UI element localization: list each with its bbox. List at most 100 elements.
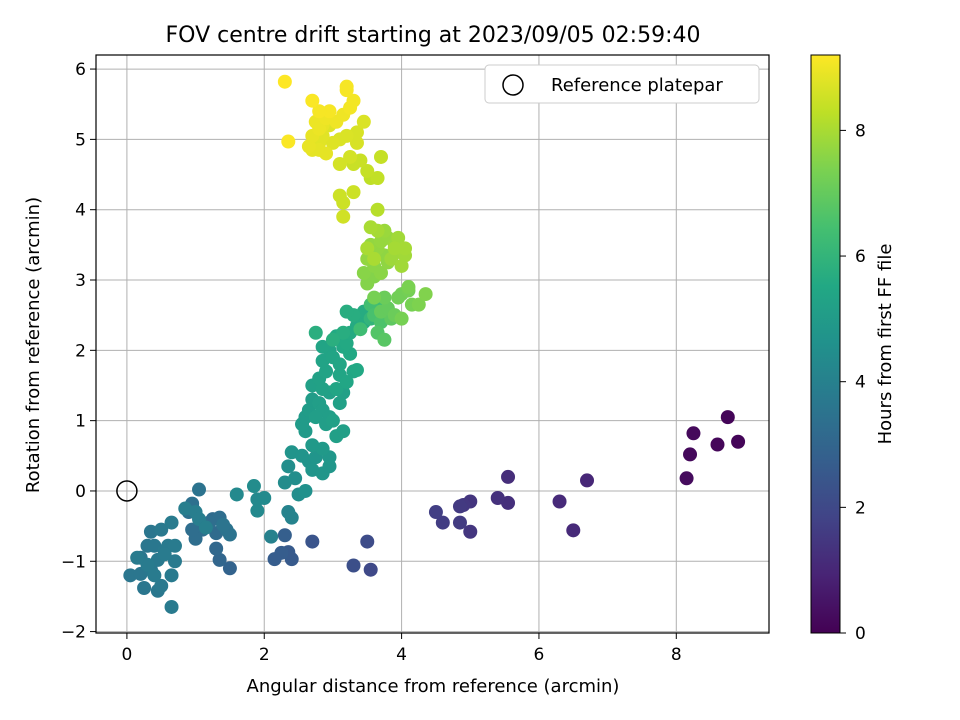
data-point — [552, 494, 567, 509]
data-point — [349, 363, 364, 378]
data-point — [370, 171, 385, 186]
data-point — [356, 265, 371, 280]
data-point — [209, 541, 224, 556]
data-point — [164, 515, 179, 530]
data-point — [329, 382, 344, 397]
data-point — [264, 529, 279, 544]
data-point — [339, 336, 354, 351]
colorbar-tick-label: 4 — [855, 373, 866, 393]
data-point — [288, 471, 303, 486]
grid-lines — [96, 55, 769, 633]
data-point — [731, 434, 746, 449]
data-point — [336, 424, 351, 439]
data-point — [336, 209, 351, 224]
data-point — [411, 297, 426, 312]
data-point — [339, 374, 354, 389]
data-point — [428, 505, 443, 520]
data-point — [339, 79, 354, 94]
data-point — [164, 568, 179, 583]
data-point — [308, 410, 323, 425]
data-point — [305, 534, 320, 549]
x-axis-label: Angular distance from reference (arcmin) — [247, 676, 620, 697]
data-point — [566, 523, 581, 538]
data-point — [123, 568, 138, 583]
data-point — [192, 482, 207, 497]
data-point — [319, 364, 334, 379]
colorbar-ticks: 0 2 4 6 8 — [840, 121, 866, 644]
data-point — [360, 534, 375, 549]
legend-label: Reference platepar — [551, 75, 723, 96]
y-tick-label: 5 — [75, 130, 86, 150]
data-point — [463, 524, 478, 539]
data-point — [336, 325, 351, 340]
data-point — [154, 522, 169, 537]
data-point — [360, 164, 375, 179]
data-point — [370, 202, 385, 217]
scatter-points — [123, 74, 746, 614]
data-point — [147, 568, 162, 583]
data-point — [377, 290, 392, 305]
data-point — [322, 104, 337, 119]
data-point — [363, 220, 378, 235]
data-point — [167, 538, 182, 553]
data-point — [250, 503, 265, 518]
data-point — [332, 156, 347, 171]
data-point — [387, 241, 402, 256]
data-point — [130, 550, 145, 565]
data-point — [281, 459, 296, 474]
data-point — [308, 325, 323, 340]
y-tick-label: 6 — [75, 60, 86, 80]
y-tick-label: 3 — [75, 271, 86, 291]
data-point — [137, 580, 152, 595]
data-point — [343, 149, 358, 164]
colorbar-tick-label: 8 — [855, 121, 866, 141]
data-point — [580, 473, 595, 488]
colorbar-tick-label: 6 — [855, 247, 866, 267]
data-point — [157, 547, 172, 562]
data-point — [332, 357, 347, 372]
data-point — [315, 339, 330, 354]
data-point — [212, 552, 227, 567]
colorbar-tick-label: 0 — [855, 624, 866, 644]
data-point — [229, 487, 244, 502]
data-point — [373, 149, 388, 164]
data-point — [501, 469, 516, 484]
data-point — [267, 552, 282, 567]
y-tick-label: 1 — [75, 412, 86, 432]
data-point — [140, 557, 155, 572]
data-point — [246, 479, 261, 494]
colorbar: 0 2 4 6 8 Hours from first FF file — [810, 54, 896, 644]
data-point — [312, 121, 327, 136]
data-point — [277, 528, 292, 543]
data-point — [346, 185, 361, 200]
data-point — [398, 241, 413, 256]
x-axis-ticks: 0 2 4 6 8 — [121, 633, 682, 665]
data-point — [418, 287, 433, 302]
data-point — [452, 515, 467, 530]
data-point — [284, 510, 299, 525]
y-axis-label: Rotation from reference (arcmin) — [23, 197, 44, 493]
data-point — [305, 93, 320, 108]
data-point — [452, 499, 467, 514]
y-tick-label: 2 — [75, 341, 86, 361]
y-tick-label: −2 — [61, 623, 86, 643]
x-tick-label: 0 — [121, 645, 132, 665]
data-point — [679, 471, 694, 486]
data-point — [394, 311, 409, 326]
data-point — [353, 322, 368, 337]
data-point — [198, 520, 213, 535]
data-point — [167, 554, 182, 569]
data-point — [325, 413, 340, 428]
data-point — [349, 135, 364, 150]
data-point — [435, 515, 450, 530]
data-point — [356, 114, 371, 129]
data-point — [325, 135, 340, 150]
plot-frame — [95, 54, 770, 634]
data-point — [154, 578, 169, 593]
data-point — [319, 146, 334, 161]
data-point — [164, 599, 179, 614]
legend-reference-marker — [502, 74, 524, 96]
chart-title: FOV centre drift starting at 2023/09/05 … — [166, 23, 701, 48]
data-point — [332, 396, 347, 411]
